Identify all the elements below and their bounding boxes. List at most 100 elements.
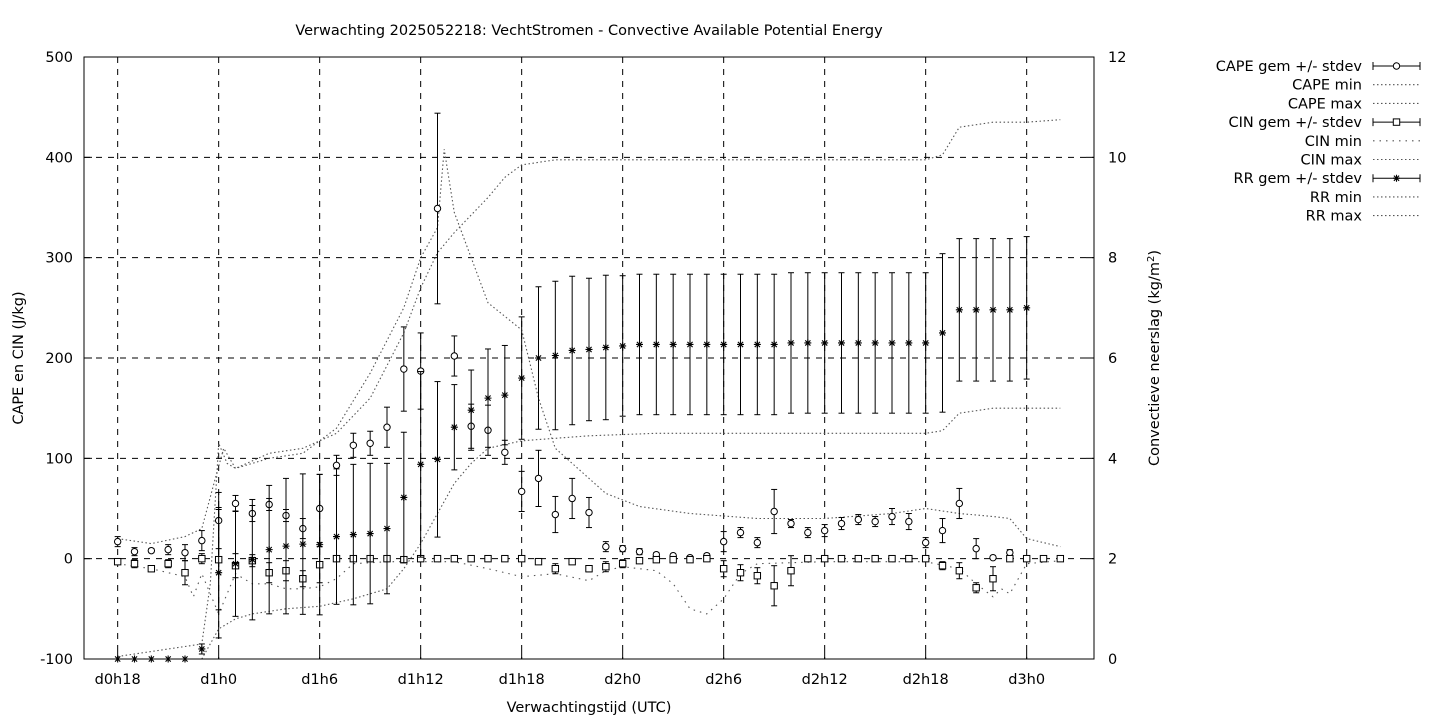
rr-point (1006, 306, 1014, 314)
cape-point (837, 519, 846, 528)
legend-label: RR min (1310, 190, 1362, 206)
y2-axis-label-sup: 2 (1146, 256, 1157, 262)
y2-axis-label: Convectieve neerslag (kg/m2) (1146, 250, 1163, 466)
x-tick-label: d2h6 (705, 672, 742, 688)
rr-point (871, 339, 879, 347)
cape-point (736, 528, 745, 537)
legend-label: RR max (1306, 209, 1363, 225)
cape-point (534, 474, 543, 483)
y-tick-label: 200 (45, 351, 73, 367)
rr-point (551, 351, 559, 359)
cin-point (568, 557, 576, 566)
rr-point (804, 339, 812, 347)
legend-label: CIN gem +/- stdev (1228, 115, 1362, 131)
rr-series (114, 236, 1031, 663)
cin-point (147, 565, 156, 573)
min-max-curves (117, 119, 1061, 660)
rr-point (821, 339, 829, 347)
cin-point (198, 554, 206, 563)
cin-point (534, 557, 543, 566)
rr-point (602, 343, 610, 351)
cape-point (332, 461, 341, 470)
legend-swatch-marker (1393, 174, 1400, 182)
cin-point (719, 565, 728, 573)
chart-title: Verwachting 2025052218: VechtStromen - C… (295, 23, 883, 39)
cape-point (938, 526, 947, 535)
x-axis-label: Verwachtingstijd (UTC) (507, 700, 672, 716)
rr-point (652, 340, 660, 348)
cape-point (921, 538, 930, 547)
cin-point (972, 584, 980, 592)
cape-point (804, 528, 812, 537)
cin-point (585, 565, 593, 573)
rr-point (753, 340, 761, 348)
cin-point (551, 565, 560, 573)
legend-label: CIN min (1305, 134, 1362, 150)
cape-point (888, 512, 896, 521)
rr-mincurve (117, 407, 1061, 660)
cape-point (585, 508, 593, 517)
cin-point (989, 575, 997, 583)
rr-point (383, 525, 391, 533)
rr-point (400, 493, 408, 501)
x-tick-label: d1h12 (398, 672, 444, 688)
cin-point (703, 554, 711, 563)
cape-point (349, 441, 358, 449)
rr-point (905, 339, 913, 347)
rr-point (501, 391, 509, 399)
legend-swatch-marker (1392, 62, 1401, 70)
cin-point (618, 559, 627, 568)
x-tick-label: d3h0 (1008, 672, 1045, 688)
cin-point (1006, 554, 1014, 563)
cin-mincurve (117, 560, 1061, 616)
cape-point (753, 538, 762, 547)
x-tick-label: d1h6 (301, 672, 338, 688)
cape-point (383, 423, 391, 431)
cin-point (467, 554, 475, 563)
y-tick-label: 100 (45, 451, 73, 467)
cape-point (113, 537, 122, 546)
rr-point (888, 339, 896, 347)
legend: CAPE gem +/- stdev CAPE min CAPE max CIN ge… (1216, 59, 1421, 225)
cape-point (517, 487, 526, 496)
legend-label: CAPE min (1292, 78, 1362, 94)
rr-point (299, 540, 307, 548)
rr-point (568, 346, 576, 354)
cape-point (635, 547, 644, 556)
cape-point (366, 439, 374, 447)
cape-series (113, 112, 1014, 562)
legend-label: CAPE max (1288, 96, 1363, 112)
legend-label: RR gem +/- stdev (1234, 171, 1363, 187)
cape-point (231, 499, 240, 508)
cin-point (905, 554, 913, 563)
cin-point (501, 554, 509, 563)
y-tick-label: 0 (64, 552, 73, 568)
rr-point (265, 546, 273, 554)
rr-point (737, 340, 744, 348)
cape-point (719, 537, 728, 546)
cape-point (871, 517, 879, 526)
cin-point (517, 554, 526, 563)
y-tick-label: 300 (45, 251, 73, 267)
cin-point (652, 555, 661, 564)
rr-point (585, 345, 593, 353)
cin-point (433, 554, 442, 563)
y2-tick-label: 10 (1108, 150, 1126, 166)
cin-point (669, 555, 677, 564)
rr-point (720, 340, 728, 348)
cape-point (501, 448, 509, 457)
x-tick-label: d1h0 (200, 672, 237, 688)
rr-point (450, 423, 458, 431)
rr-point (248, 556, 256, 564)
cin-point (837, 554, 846, 563)
rr-point (232, 560, 239, 568)
y2-tick-label: 0 (1108, 652, 1117, 668)
rr-point (467, 406, 475, 414)
cape-point (551, 510, 560, 519)
cin-point (938, 561, 947, 570)
rr-point (669, 340, 677, 348)
rr-point (316, 541, 324, 549)
legend-label: CAPE gem +/- stdev (1216, 59, 1363, 75)
cin-point (888, 554, 896, 563)
